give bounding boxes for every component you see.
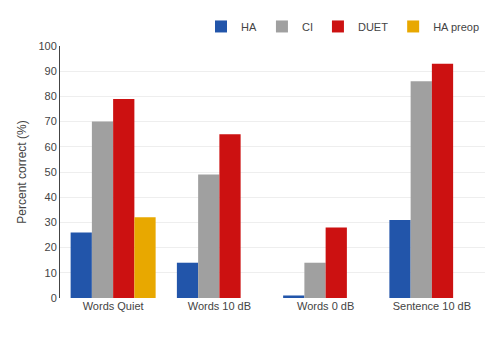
- svg-text:Words 10 dB: Words 10 dB: [188, 300, 251, 312]
- svg-text:DUET: DUET: [358, 21, 388, 33]
- svg-text:10: 10: [45, 267, 57, 279]
- svg-text:Words 0 dB: Words 0 dB: [297, 300, 354, 312]
- svg-text:80: 80: [45, 90, 57, 102]
- svg-text:CI: CI: [302, 21, 313, 33]
- svg-text:50: 50: [45, 166, 57, 178]
- svg-text:HA: HA: [241, 21, 257, 33]
- svg-text:30: 30: [45, 216, 57, 228]
- svg-text:70: 70: [45, 115, 57, 127]
- svg-text:Words Quiet: Words Quiet: [83, 300, 144, 312]
- svg-text:60: 60: [45, 141, 57, 153]
- svg-text:40: 40: [45, 191, 57, 203]
- svg-text:90: 90: [45, 65, 57, 77]
- svg-text:0: 0: [51, 292, 57, 304]
- svg-text:20: 20: [45, 241, 57, 253]
- svg-text:Sentence 10 dB: Sentence 10 dB: [393, 300, 471, 312]
- svg-text:HA preop: HA preop: [433, 21, 479, 33]
- svg-text:100: 100: [38, 40, 56, 52]
- svg-text:Percent correct (%): Percent correct (%): [15, 120, 29, 223]
